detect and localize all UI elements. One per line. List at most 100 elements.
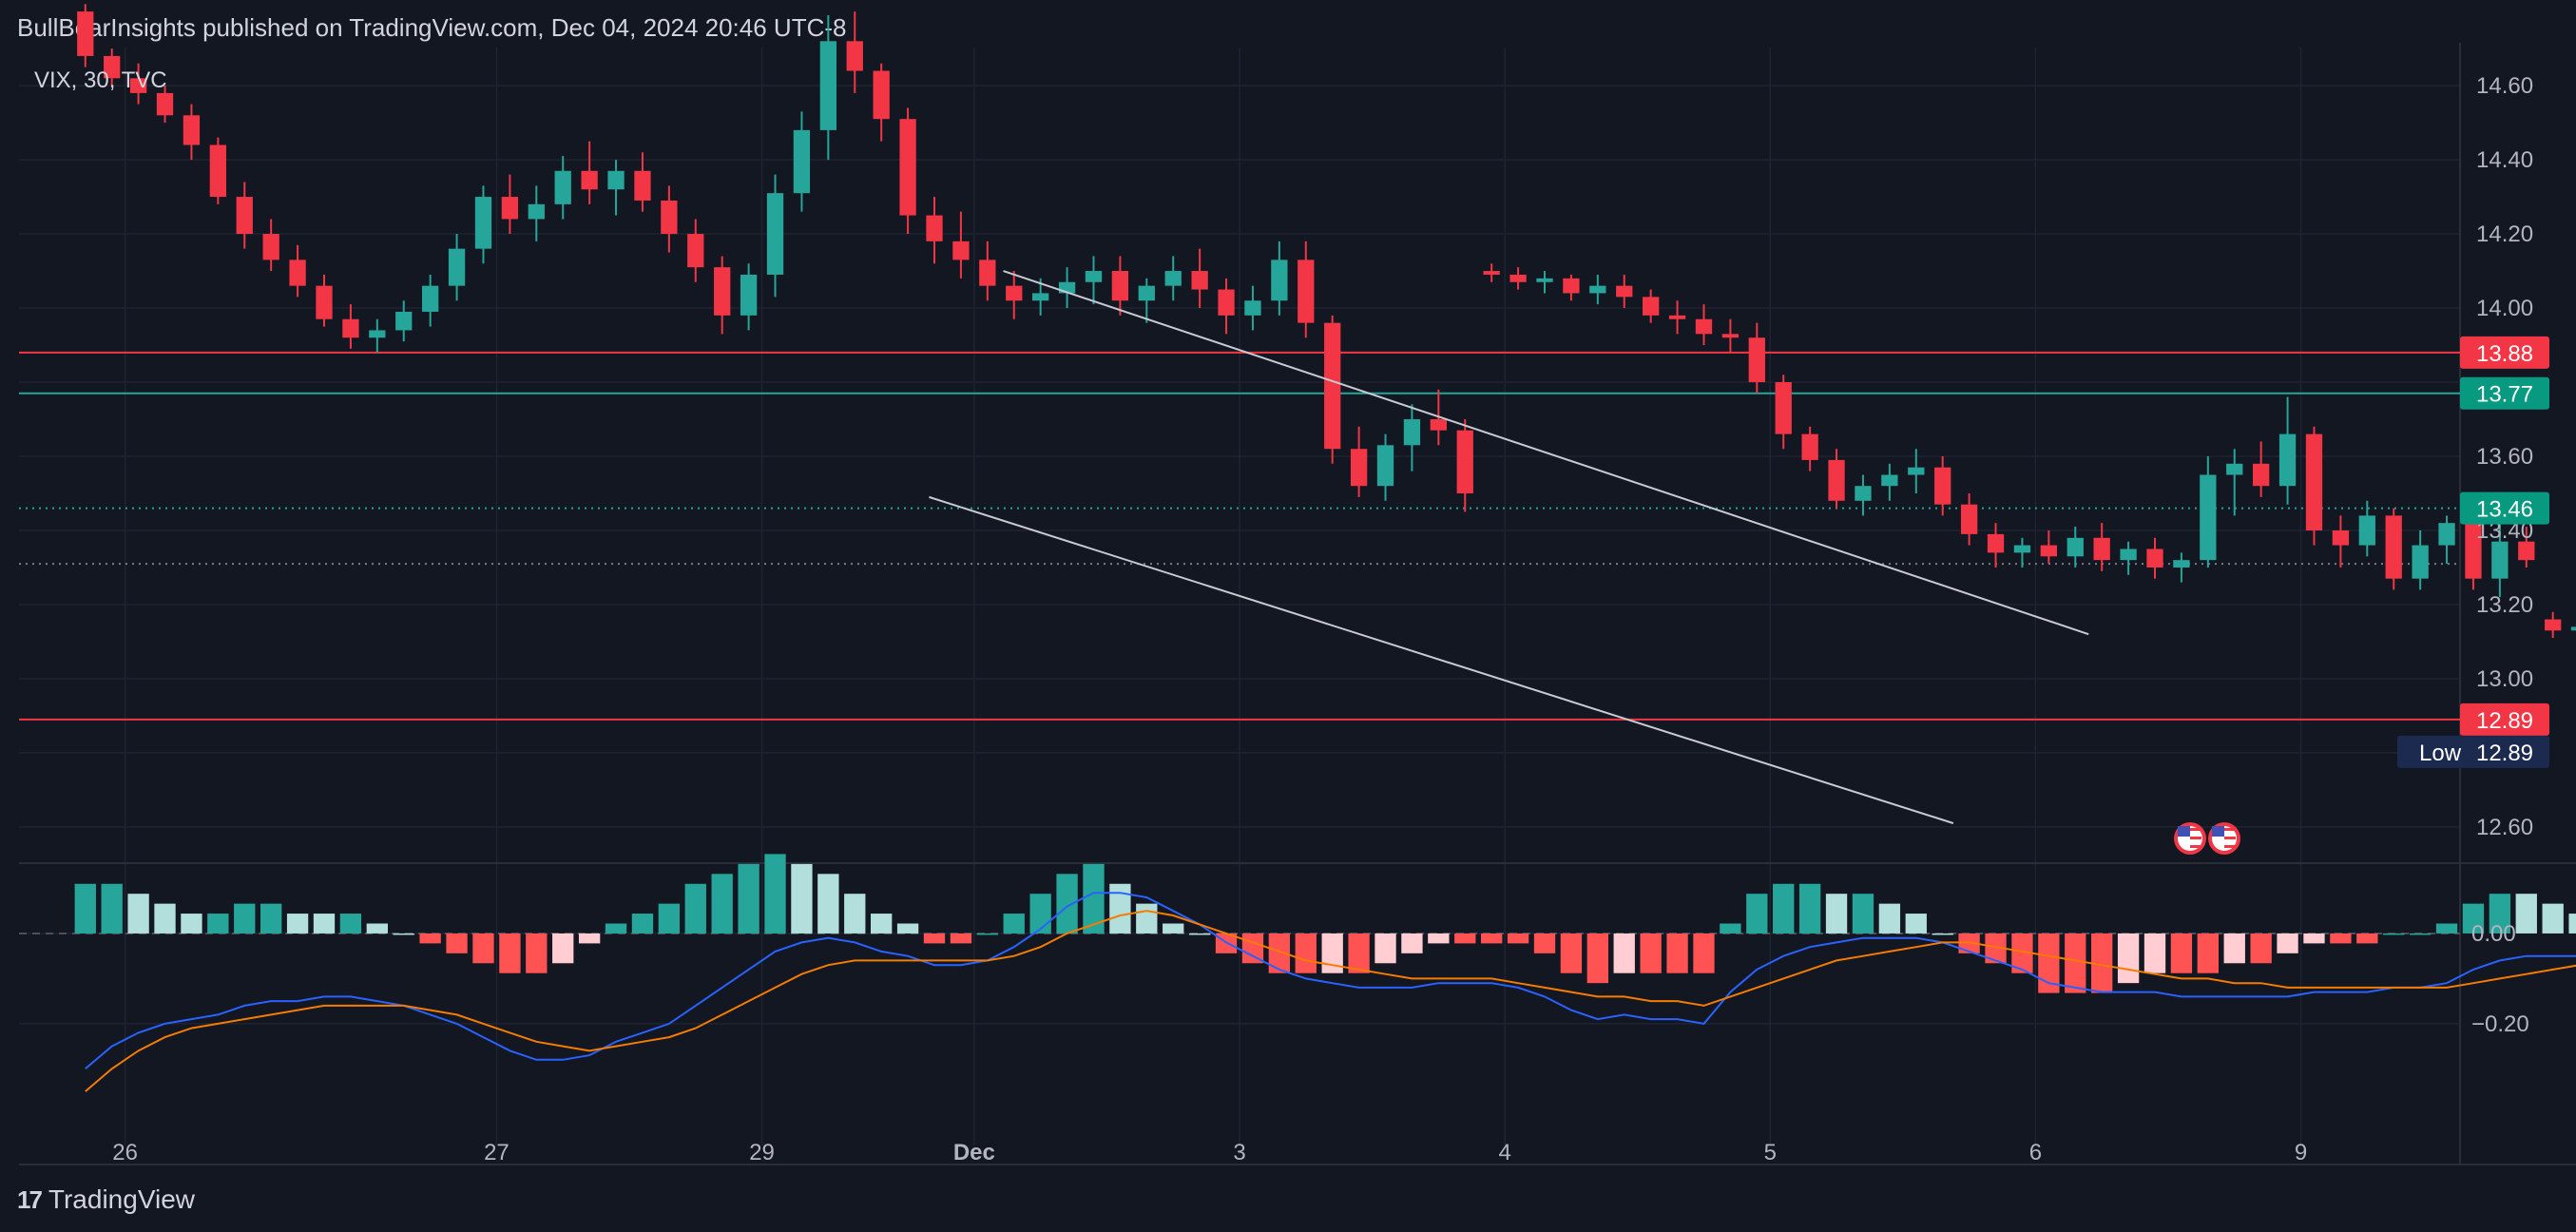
macd-histogram-bar [1640,933,1662,973]
macd-histogram-bar [2250,933,2272,964]
candle-body [687,234,704,268]
price-tag-label: 13.46 [2476,497,2533,523]
horizontal-levels [19,351,2460,721]
macd-histogram-bar [2117,933,2140,984]
candle-body [1218,289,1235,316]
macd-histogram-bar [1188,933,1211,935]
macd-axis-label: −0.20 [2471,1011,2529,1037]
macd-histogram-bar [1878,903,1901,934]
macd-histogram-bar [234,903,256,934]
macd-pane [19,854,2576,1092]
candle-body [1271,260,1288,301]
macd-histogram-bar [1560,933,1583,973]
macd-histogram-bar [764,854,786,934]
macd-axis-label: 0.00 [2471,921,2516,947]
time-axis-label: 29 [749,1140,775,1165]
time-axis-label: 26 [112,1140,138,1165]
price-tag-label: 13.77 [2476,382,2533,408]
macd-histogram-bar [526,933,548,973]
candle-body [1324,322,1341,450]
publisher-header: BullBearInsights published on TradingVie… [17,13,847,42]
macd-histogram-bar [1533,933,1556,953]
candle-body [979,260,996,286]
candle-body [2040,545,2058,557]
macd-histogram-bar [419,933,441,944]
tradingview-logo[interactable]: 17 TradingView [17,1184,195,1215]
candle-body [395,311,413,331]
price-axis-label: 14.40 [2476,147,2533,173]
candle-body [2545,619,2562,631]
candle-body [661,200,678,235]
macd-histogram-bar [2223,933,2245,964]
candle-body [104,55,121,79]
macd-histogram-bar [1375,933,1396,964]
signal-line [85,910,2576,1092]
macd-histogram-bar [658,903,681,934]
macd-histogram-bar [393,933,414,935]
macd-histogram-bar [871,914,893,934]
candle-body [474,197,492,249]
macd-histogram-bar [1029,894,1051,934]
candle-body [2120,549,2137,561]
event-icons[interactable] [2174,822,2240,855]
candle-body [77,11,94,56]
macd-histogram-bar [711,874,733,934]
candle-body [926,215,943,241]
candle-body [2518,541,2535,561]
candle-body [634,170,651,201]
macd-histogram-bar [684,883,706,934]
price-axis-label: 13.20 [2476,592,2533,618]
price-tag-label: 12.89 [2476,708,2533,734]
macd-histogram-bar [1295,933,1317,973]
macd-histogram-bar [1348,933,1370,973]
candle-body [1855,486,1872,501]
candle-body [846,41,863,71]
macd-histogram-bar [2383,933,2405,935]
candle-body [2067,537,2084,557]
macd-histogram-bar [2038,933,2060,993]
candle-body [2385,515,2402,579]
macd-histogram-bar [1163,923,1184,934]
candle-body [899,119,916,216]
macd-histogram-bar [578,933,601,944]
macd-histogram-bar [1720,923,1741,934]
us-flag-event-icon-canton [2178,826,2190,837]
candle-body [554,170,571,204]
macd-histogram-bar [2409,933,2432,935]
candle-body [952,241,970,260]
macd-histogram-bar [366,923,388,934]
macd-histogram-bar [817,874,839,934]
candle-body [1350,449,1368,487]
candle-body [1138,285,1155,301]
macd-histogram-bar [154,903,176,934]
price-tag [2460,336,2549,369]
tradingview-brand-text: TradingView [48,1184,196,1214]
us-flag-event-icon-stripe [2190,828,2201,831]
time-axis-label: 27 [484,1140,509,1165]
candle-body [1775,382,1792,434]
time-axis-label: Dec [953,1140,995,1165]
candle-body [421,285,439,312]
macd-histogram-bar [1613,933,1635,973]
candle-body [448,248,466,286]
symbol-label[interactable]: VIX, 30, TVC [34,67,167,93]
price-tag [2460,703,2549,736]
macd-histogram-bar [1428,933,1450,944]
macd-histogram-bar [2011,933,2033,973]
candle-body [2146,549,2163,568]
macd-histogram-bar [1932,933,1953,935]
candle-body [209,144,227,198]
candle-body [1164,271,1182,286]
macd-histogram-bar [2197,933,2219,973]
macd-histogram-bar [950,933,972,944]
macd-histogram-bar [2568,914,2576,934]
candle-body [129,78,147,93]
candle-body [2093,537,2110,561]
macd-histogram-bar [844,894,866,934]
trend-channel[interactable] [929,270,2089,824]
candle-body [1960,504,1978,534]
us-flag-event-icon-stripe [2224,845,2236,848]
macd-histogram-bar [2143,933,2166,973]
us-flag-event-icon-stripe [2224,837,2236,839]
